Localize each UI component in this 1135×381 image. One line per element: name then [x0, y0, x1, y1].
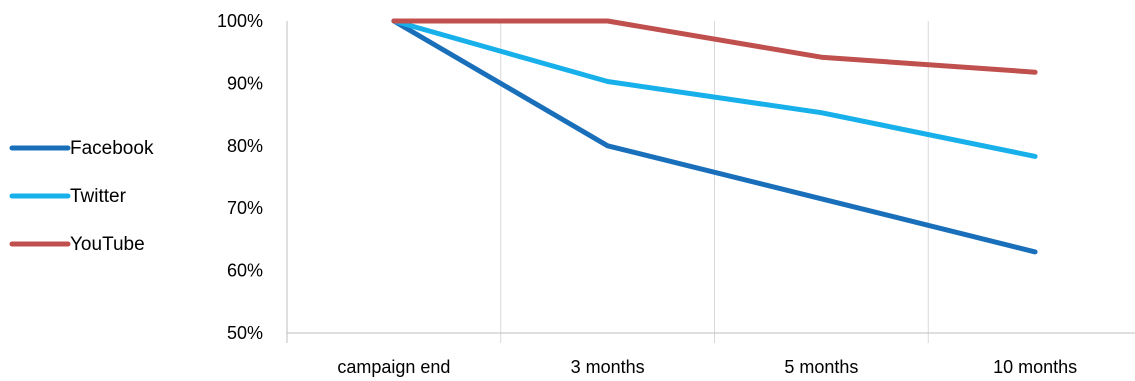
series-line-youtube	[391, 18, 1038, 75]
x-tick-label: 3 months	[571, 357, 645, 377]
legend-label-youtube: YouTube	[70, 234, 145, 255]
y-tick-label: 50%	[227, 323, 263, 343]
x-tick-label: 10 months	[993, 357, 1077, 377]
y-tick-label: 80%	[227, 136, 263, 156]
legend-label-facebook: Facebook	[70, 138, 154, 159]
y-tick-label: 70%	[227, 198, 263, 218]
series-lines	[391, 18, 1038, 255]
series-line-facebook	[391, 18, 1038, 255]
series-line-twitter	[391, 18, 1038, 159]
legend: Facebook Twitter YouTube	[9, 138, 154, 255]
axes: 50% 60% 70% 80% 90% 100% campaign end 3 months 5…	[217, 11, 1135, 377]
x-tick-label: campaign end	[337, 357, 450, 377]
y-tick-label: 60%	[227, 261, 263, 281]
grid	[286, 21, 929, 343]
x-tick-label: 5 months	[784, 357, 858, 377]
y-tick-label: 90%	[227, 73, 263, 93]
legend-label-twitter: Twitter	[70, 186, 127, 207]
y-tick-label: 100%	[217, 11, 263, 31]
